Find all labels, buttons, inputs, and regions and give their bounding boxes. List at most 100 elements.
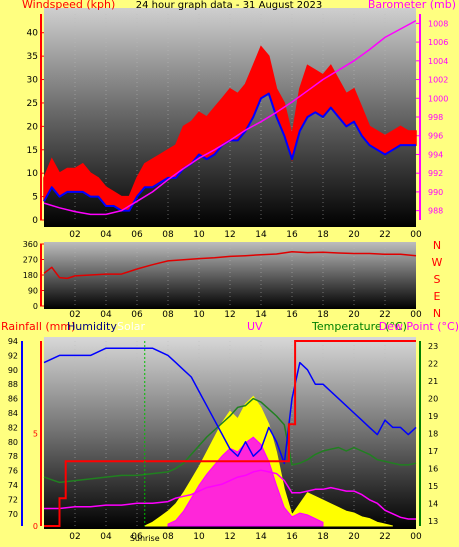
- dir-xtick-20: 20: [348, 310, 360, 320]
- compass-W: W: [432, 256, 443, 269]
- wind-xtick-12: 12: [224, 230, 235, 240]
- compass-N: N: [433, 307, 441, 320]
- wind-axis-label: Windspeed (kph): [22, 0, 115, 11]
- hum-tick-74: 74: [8, 481, 18, 490]
- baro-tick-1002: 1002: [428, 76, 448, 85]
- baro-tick-994: 994: [428, 150, 443, 159]
- baro-tick-1008: 1008: [428, 19, 448, 28]
- temp-tick-15: 15: [428, 482, 438, 491]
- wind-xtick-14: 14: [255, 230, 267, 240]
- compass-N: N: [433, 239, 441, 252]
- wind-tick-25: 25: [27, 99, 38, 109]
- temp-tick-13: 13: [428, 517, 438, 526]
- wind-xtick-04: 04: [100, 230, 112, 240]
- hum-tick-90: 90: [8, 366, 18, 375]
- chart-title: 24 hour graph data - 31 August 2023: [136, 0, 322, 11]
- dir-tick-90: 90: [28, 287, 38, 296]
- dir-xtick-18: 18: [317, 310, 329, 320]
- dewpoint-series: [44, 469, 416, 520]
- dir-xtick-06: 06: [131, 310, 143, 320]
- sunrise-label: Sunrise: [130, 534, 160, 543]
- baro-tick-990: 990: [428, 188, 443, 197]
- hum-tick-72: 72: [8, 495, 18, 504]
- temp-tick-16: 16: [428, 464, 438, 473]
- direction-series: [43, 251, 417, 280]
- wind-tick-10: 10: [27, 169, 39, 179]
- hum-tick-94: 94: [8, 337, 18, 346]
- dir-xtick-14: 14: [255, 310, 267, 320]
- barometer-axis-label: Barometer (mb): [368, 0, 456, 11]
- baro-tick-1004: 1004: [428, 57, 448, 66]
- wind-tick-0: 0: [32, 216, 38, 226]
- wind-tick-15: 15: [27, 146, 38, 156]
- wind-tick-5: 5: [32, 193, 38, 203]
- baro-tick-988: 988: [428, 207, 443, 216]
- temp-xtick-14: 14: [255, 532, 267, 542]
- wind-tick-35: 35: [27, 52, 38, 62]
- temp-tick-18: 18: [428, 430, 438, 439]
- baro-tick-1006: 1006: [428, 38, 448, 47]
- temp-tick-22: 22: [428, 360, 438, 369]
- temp-xtick-12: 12: [224, 532, 235, 542]
- baro-tick-992: 992: [428, 169, 443, 178]
- dir-xtick-02: 02: [69, 310, 80, 320]
- temp-tick-14: 14: [428, 499, 438, 508]
- hum-tick-78: 78: [8, 452, 18, 461]
- temperature-axis-label: Temperature (°C): [311, 320, 407, 333]
- hum-tick-88: 88: [8, 380, 18, 389]
- hum-tick-92: 92: [8, 351, 18, 360]
- temp-tick-21: 21: [428, 377, 438, 386]
- rainfall-series: [44, 340, 416, 527]
- dir-tick-270: 270: [23, 256, 38, 265]
- baro-tick-996: 996: [428, 132, 443, 141]
- rain-tick-0: 0: [33, 522, 38, 531]
- temp-xtick-10: 10: [193, 532, 205, 542]
- wind-tick-30: 30: [27, 76, 39, 86]
- humidity-axis-label: Humidity: [67, 320, 117, 333]
- dir-tick-360: 360: [23, 240, 38, 249]
- uv-series: [167, 436, 324, 527]
- temp-tick-20: 20: [428, 395, 438, 404]
- temp-xtick-06: 06: [131, 532, 143, 542]
- hum-tick-86: 86: [8, 395, 18, 404]
- dir-xtick-00: 00: [410, 310, 422, 320]
- hum-tick-84: 84: [8, 409, 18, 418]
- humidity-series: [43, 347, 417, 465]
- temp-xtick-16: 16: [286, 532, 298, 542]
- temp-xtick-00: 00: [410, 532, 422, 542]
- compass-E: E: [434, 290, 441, 303]
- dir-xtick-08: 08: [162, 310, 174, 320]
- wind-xtick-18: 18: [317, 230, 329, 240]
- hum-tick-82: 82: [8, 423, 18, 432]
- dir-xtick-16: 16: [286, 310, 298, 320]
- wind-xtick-06: 06: [131, 230, 143, 240]
- temp-xtick-20: 20: [348, 532, 360, 542]
- wind-xtick-16: 16: [286, 230, 298, 240]
- dir-xtick-04: 04: [100, 310, 112, 320]
- dir-xtick-22: 22: [379, 310, 390, 320]
- temp-xtick-18: 18: [317, 532, 329, 542]
- wind-tick-20: 20: [27, 122, 39, 132]
- wind-xtick-10: 10: [193, 230, 205, 240]
- baro-tick-998: 998: [428, 113, 443, 122]
- wind-xtick-02: 02: [69, 230, 80, 240]
- temp-xtick-08: 08: [162, 532, 174, 542]
- dir-tick-0: 0: [33, 302, 38, 311]
- temp-tick-23: 23: [428, 342, 438, 351]
- baro-tick-1000: 1000: [428, 94, 448, 103]
- temperature-series: [43, 397, 417, 484]
- wind-xtick-08: 08: [162, 230, 174, 240]
- solar-axis-label: Solar: [117, 320, 146, 333]
- barometer-series: [43, 19, 417, 216]
- dir-tick-180: 180: [23, 271, 38, 280]
- dir-xtick-10: 10: [193, 310, 205, 320]
- temp-tick-17: 17: [428, 447, 438, 456]
- wind-xtick-00: 00: [410, 230, 422, 240]
- hum-tick-80: 80: [8, 438, 18, 447]
- dir-xtick-12: 12: [224, 310, 235, 320]
- compass-S: S: [434, 273, 441, 286]
- wind-xtick-20: 20: [348, 230, 360, 240]
- rain-axis-label: Rainfall (mm): [1, 320, 75, 333]
- temp-xtick-02: 02: [69, 532, 80, 542]
